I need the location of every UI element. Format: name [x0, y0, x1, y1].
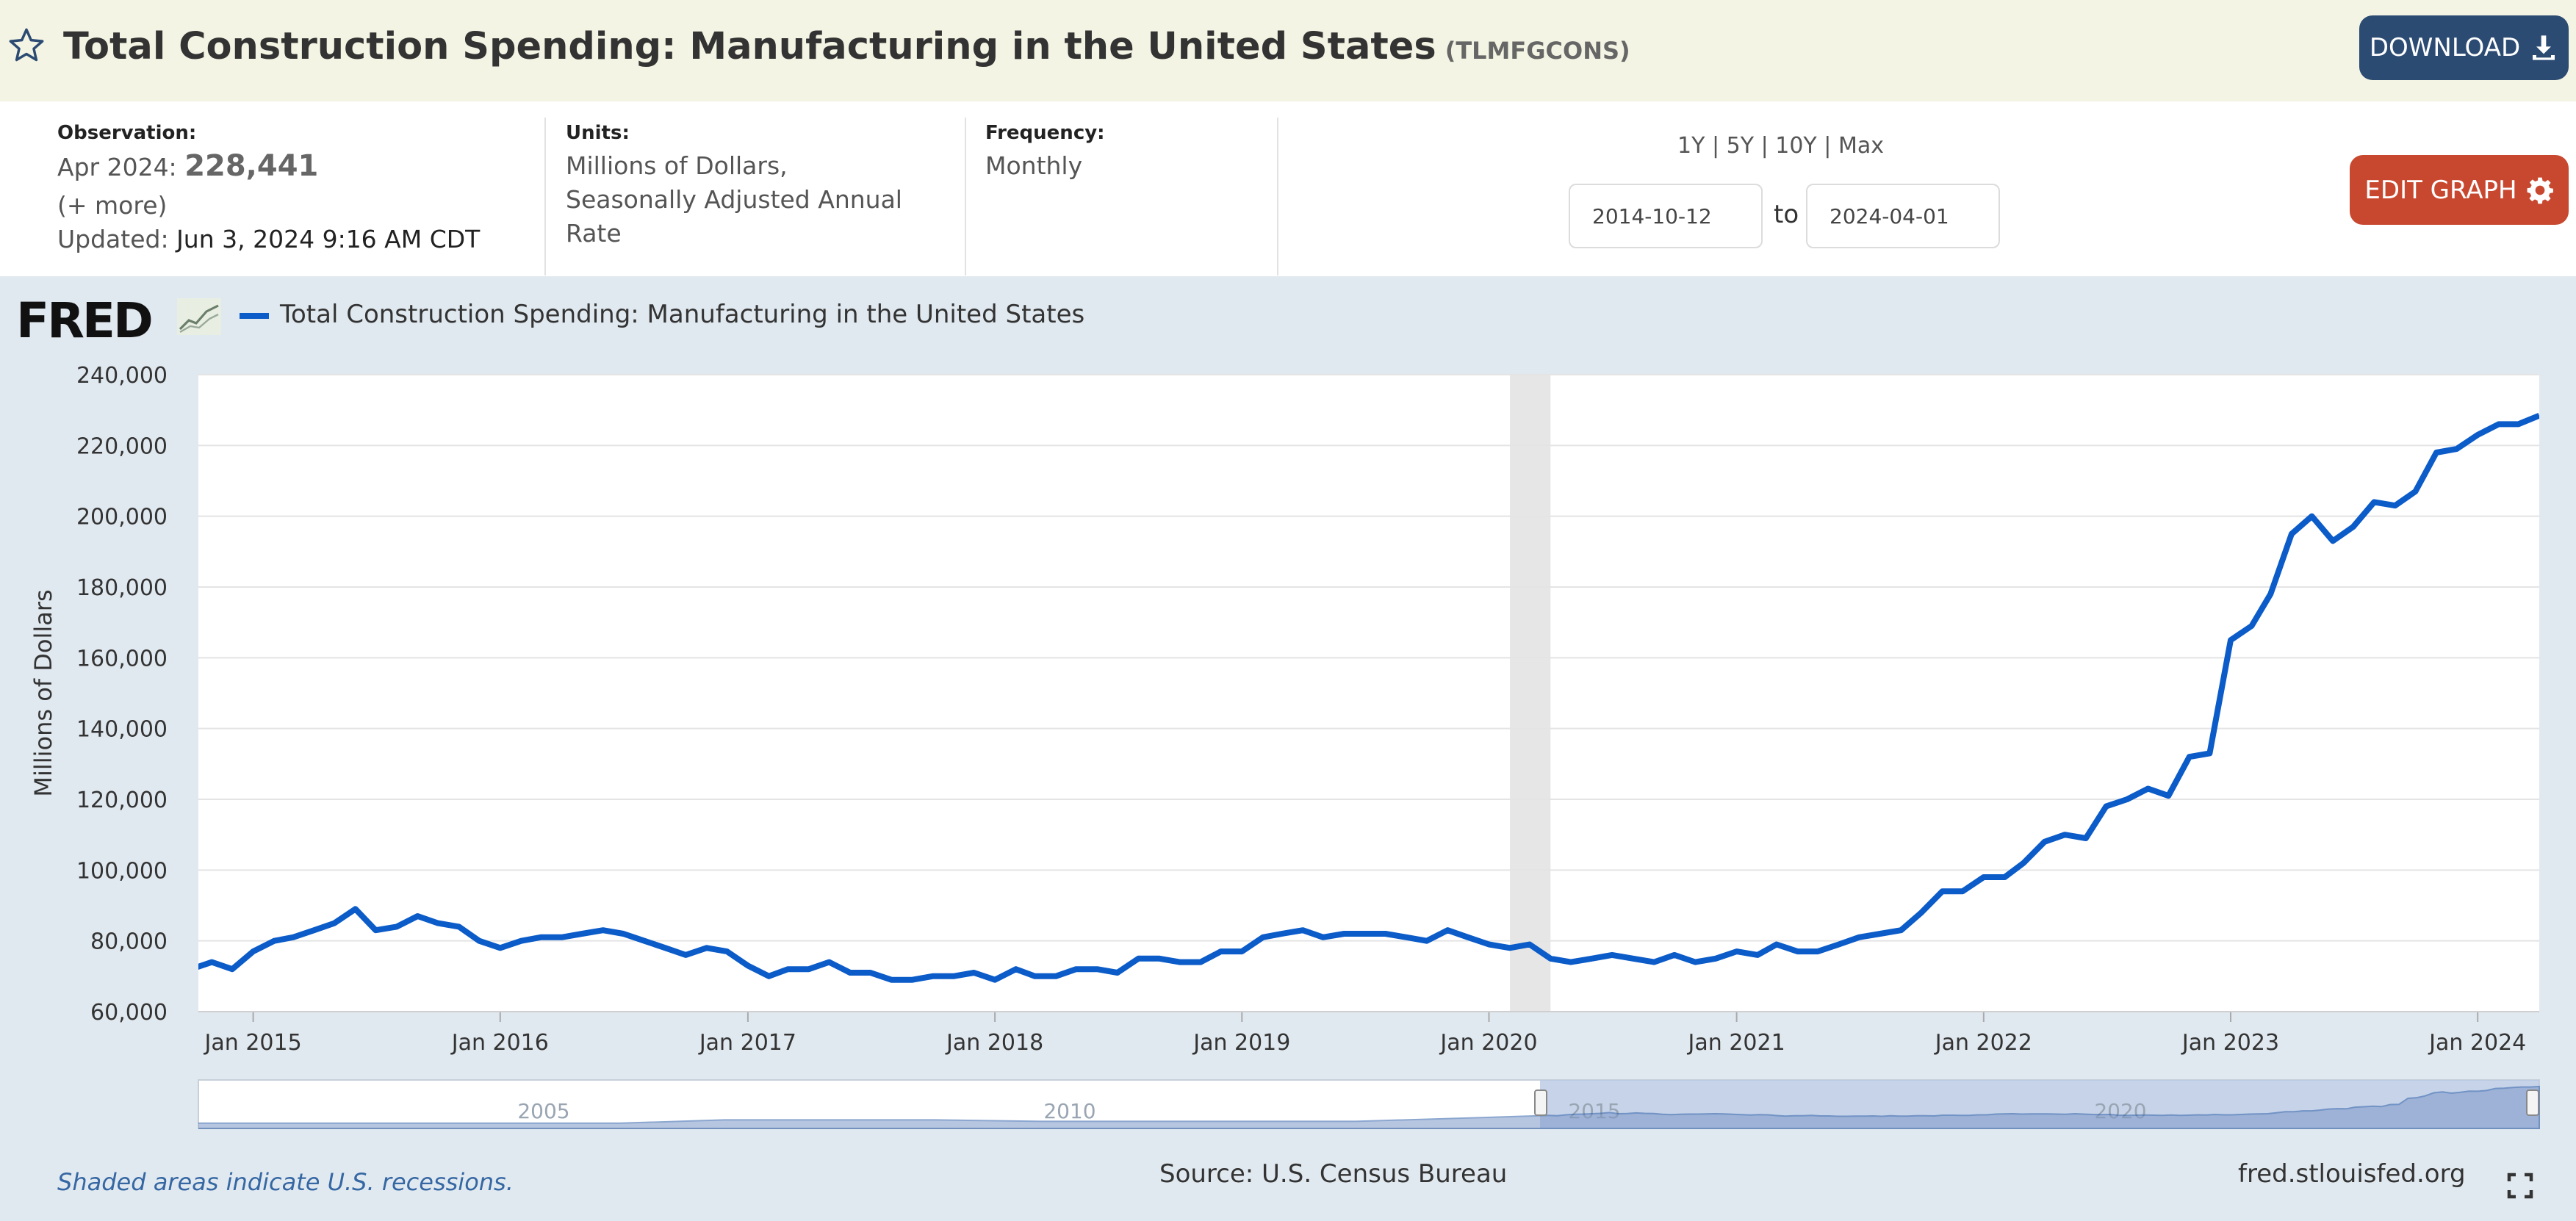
y-tick-label: 140,000	[76, 717, 168, 743]
recession-band	[1510, 375, 1551, 1012]
y-tick-label: 80,000	[90, 929, 168, 955]
range-5y[interactable]: 5Y	[1726, 133, 1755, 159]
fred-logo[interactable]: FRED	[16, 292, 154, 349]
updated-row: Updated: Jun 3, 2024 9:16 AM CDT	[57, 223, 480, 256]
y-tick-label: 240,000	[76, 363, 168, 389]
series-line	[198, 412, 2539, 983]
range-selector: 1Y | 5Y | 10Y | Max	[1677, 133, 1884, 159]
edit-graph-label: EDIT GRAPH	[2364, 175, 2517, 205]
x-tick-label: Jan 2020	[1439, 1030, 1537, 1056]
x-tick-label: Jan 2022	[1934, 1030, 2032, 1056]
navigator-series	[198, 1085, 2540, 1129]
observation-value: 228,441	[184, 149, 319, 183]
download-icon	[2533, 35, 2555, 60]
observation-label: Observation:	[57, 122, 197, 144]
download-label: DOWNLOAD	[2369, 33, 2521, 62]
series-id: (TLMFGCONS)	[1444, 37, 1630, 65]
x-tick-label: Jan 2017	[698, 1030, 796, 1056]
y-tick-label: 180,000	[76, 575, 168, 601]
end-date-input[interactable]: 2024-04-01	[1806, 184, 2000, 248]
edit-graph-button[interactable]: EDIT GRAPH	[2350, 155, 2569, 225]
y-axis-label: Millions of Dollars	[29, 589, 57, 796]
x-tick-label: Jan 2018	[945, 1030, 1043, 1056]
chart-line-icon	[177, 298, 221, 335]
x-tick-label: Jan 2016	[450, 1030, 549, 1056]
y-tick-label: 120,000	[76, 788, 168, 813]
units-line-3: Rate	[566, 219, 622, 248]
updated-label: Updated:	[57, 225, 169, 253]
range-1y[interactable]: 1Y	[1677, 133, 1705, 159]
divider	[544, 118, 546, 275]
units-label: Units:	[566, 122, 630, 144]
observation-row: Apr 2024: 228,441	[57, 149, 318, 184]
y-tick-label: 160,000	[76, 646, 168, 671]
source-text: Source: U.S. Census Bureau	[1159, 1159, 1508, 1189]
plot-area	[198, 375, 2539, 1012]
updated-value: Jun 3, 2024 9:16 AM CDT	[176, 225, 481, 253]
legend-series-name: Total Construction Spending: Manufacturi…	[280, 300, 1085, 329]
page-header	[0, 0, 2576, 101]
x-tick-label: Jan 2023	[2181, 1030, 2279, 1056]
fullscreen-icon[interactable]	[2507, 1173, 2533, 1199]
x-tick-label: Jan 2024	[2428, 1030, 2526, 1056]
y-tick-label: 60,000	[90, 1000, 168, 1026]
star-icon[interactable]	[7, 26, 46, 65]
range-sep: |	[1711, 133, 1720, 159]
to-label: to	[1774, 200, 1799, 229]
divider	[965, 118, 966, 275]
x-tick-label: Jan 2015	[204, 1030, 302, 1056]
y-tick-label: 200,000	[76, 505, 168, 530]
frequency-value: Monthly	[985, 151, 1083, 180]
navigator-label: 2005	[517, 1099, 569, 1123]
units-line-2: Seasonally Adjusted Annual	[566, 185, 902, 214]
frequency-label: Frequency:	[985, 122, 1105, 144]
navigator-handle[interactable]	[1534, 1089, 1547, 1116]
units-line-1: Millions of Dollars,	[566, 151, 788, 180]
page-title: Total Construction Spending: Manufacturi…	[63, 25, 1630, 68]
legend-swatch	[240, 313, 269, 319]
start-date-input[interactable]: 2014-10-12	[1569, 184, 1763, 248]
x-tick-label: Jan 2019	[1192, 1030, 1290, 1056]
navigator-handle[interactable]	[2526, 1089, 2539, 1116]
x-tick-label: Jan 2021	[1687, 1030, 1785, 1056]
y-tick-label: 220,000	[76, 433, 168, 459]
range-max[interactable]: Max	[1838, 133, 1884, 159]
recession-note: Shaded areas indicate U.S. recessions.	[57, 1168, 514, 1196]
divider	[1277, 118, 1278, 275]
gear-icon	[2527, 177, 2553, 204]
range-sep: |	[1760, 133, 1769, 159]
more-link[interactable]: (+ more)	[57, 191, 168, 220]
series-title: Total Construction Spending: Manufacturi…	[63, 25, 1436, 68]
range-10y[interactable]: 10Y	[1775, 133, 1817, 159]
range-sep: |	[1824, 133, 1832, 159]
navigator-label: 2010	[1043, 1099, 1095, 1123]
observation-period: Apr 2024:	[57, 153, 177, 181]
download-button[interactable]: DOWNLOAD	[2359, 15, 2569, 80]
fred-url[interactable]: fred.stlouisfed.org	[2238, 1159, 2466, 1189]
y-tick-label: 100,000	[76, 858, 168, 884]
